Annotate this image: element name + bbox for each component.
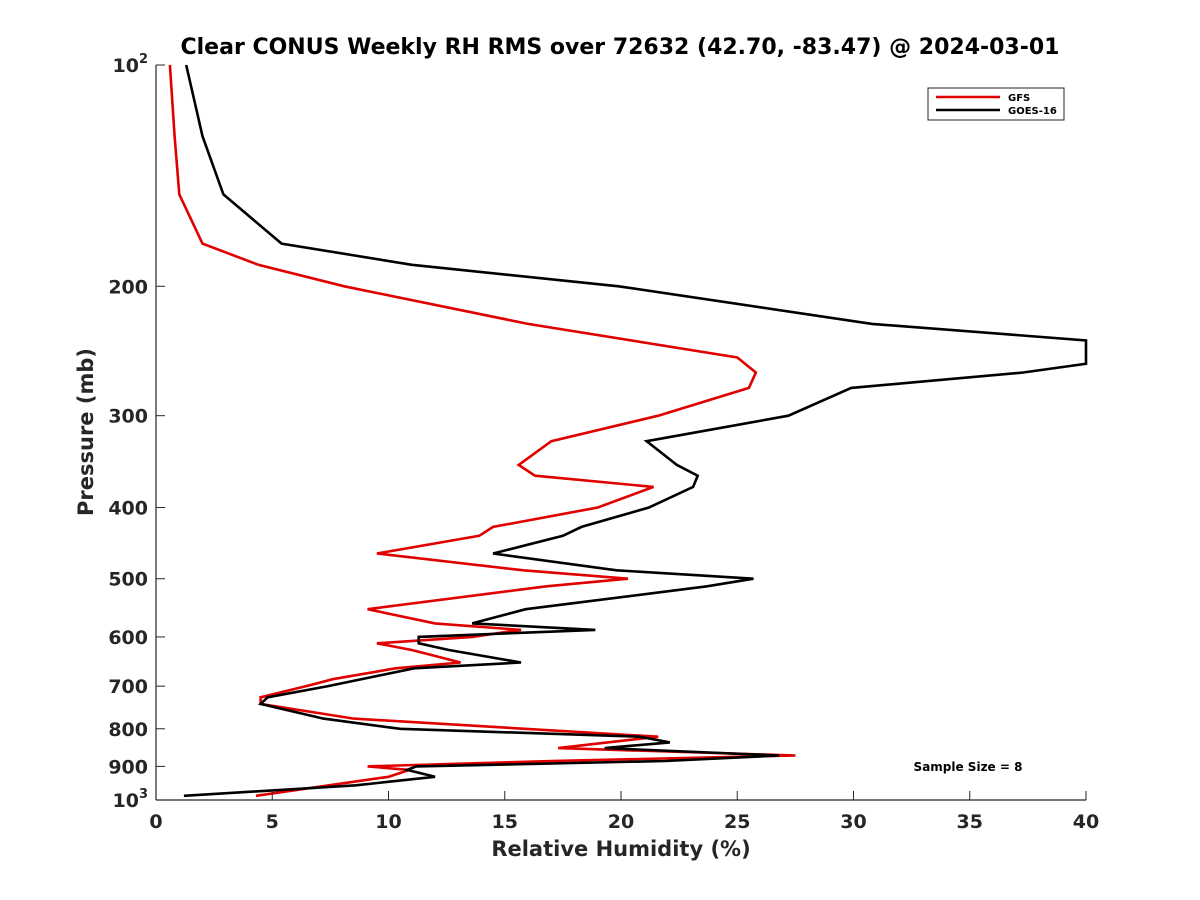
y-tick-label: 600 (108, 627, 148, 649)
y-tick-label-base: 10 (113, 55, 139, 77)
chart-title: Clear CONUS Weekly RH RMS over 72632 (42… (181, 35, 1060, 60)
x-tick-label: 25 (724, 811, 750, 833)
series-line-gfs (168, 64, 796, 798)
y-tick-label-base: 200 (108, 276, 148, 298)
x-axis-ticks: 0 5 10 15 20 25 30 35 40 (149, 791, 1099, 833)
x-tick-label: 0 (149, 811, 162, 833)
y-tick-label-base: 400 (108, 498, 148, 520)
y-tick-label-base: 500 (108, 569, 148, 591)
y-tick-label-exponent: 3 (139, 787, 148, 802)
y-axis-label: Pressure (mb) (74, 348, 98, 516)
x-tick-label: 40 (1073, 811, 1099, 833)
series-line-goes-16 (183, 64, 1088, 798)
y-tick-label: 500 (108, 569, 148, 591)
sample-size-annotation: Sample Size = 8 (914, 760, 1023, 774)
x-tick-label: 20 (608, 811, 634, 833)
x-tick-label: 35 (957, 811, 983, 833)
y-tick-label: 400 (108, 498, 148, 520)
y-tick-label: 300 (108, 406, 148, 428)
x-tick-label: 10 (375, 811, 401, 833)
x-axis-label: Relative Humidity (%) (491, 837, 750, 861)
y-tick-label: 900 (108, 756, 148, 778)
y-tick-label-base: 900 (108, 756, 148, 778)
x-tick-label: 30 (840, 811, 866, 833)
y-tick-label: 103 (113, 787, 149, 812)
axes-background (156, 65, 1086, 800)
legend-box (927, 87, 1065, 121)
y-tick-label-base: 600 (108, 627, 148, 649)
y-tick-label: 102 (113, 52, 149, 77)
y-tick-label: 700 (108, 676, 148, 698)
y-tick-label: 200 (108, 276, 148, 298)
legend-label: GFS (1008, 93, 1030, 104)
y-tick-label-base: 300 (108, 406, 148, 428)
y-tick-label-base: 800 (108, 719, 148, 741)
series-layer (168, 64, 1088, 798)
legend: GFS GOES-16 (927, 87, 1065, 121)
y-tick-label: 800 (108, 719, 148, 741)
legend-label: GOES-16 (1008, 106, 1057, 117)
y-tick-label-exponent: 2 (139, 52, 148, 67)
y-tick-label-base: 700 (108, 676, 148, 698)
y-tick-label-base: 10 (113, 790, 139, 812)
plot-area (156, 65, 1086, 800)
x-tick-label: 15 (492, 811, 518, 833)
x-tick-label: 5 (266, 811, 279, 833)
